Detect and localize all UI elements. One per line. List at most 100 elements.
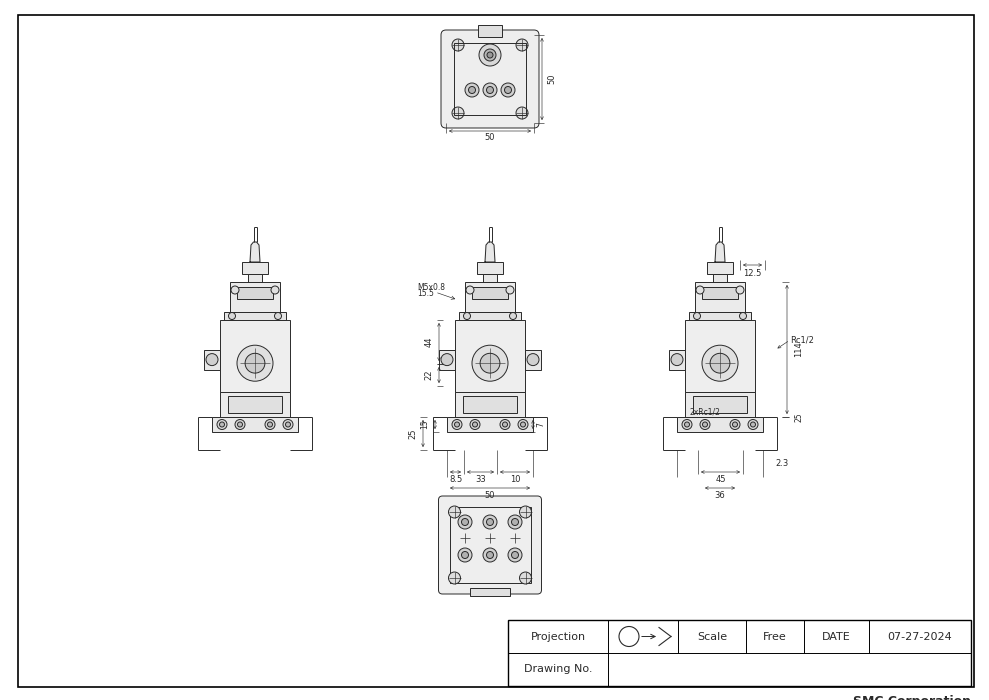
Text: 22: 22 (424, 370, 433, 380)
Polygon shape (715, 242, 725, 262)
Circle shape (283, 419, 293, 430)
Circle shape (519, 572, 531, 584)
Bar (242, 262, 268, 274)
Circle shape (519, 506, 531, 518)
Circle shape (509, 312, 516, 319)
Bar (248, 274, 262, 282)
Bar (508, 620, 971, 686)
Text: 25: 25 (408, 428, 417, 439)
Circle shape (504, 87, 511, 94)
Text: 50: 50 (485, 134, 495, 143)
Bar (228, 396, 282, 413)
Text: 2xRc1/2: 2xRc1/2 (690, 407, 721, 416)
Circle shape (518, 419, 528, 430)
Circle shape (228, 312, 235, 319)
Circle shape (702, 422, 707, 427)
Circle shape (684, 422, 689, 427)
Circle shape (506, 286, 514, 294)
Polygon shape (485, 242, 495, 262)
Bar (702, 287, 738, 299)
Text: 33: 33 (475, 475, 486, 484)
Bar (465, 282, 515, 312)
Text: DATE: DATE (822, 631, 851, 641)
Circle shape (516, 107, 528, 119)
Circle shape (220, 422, 225, 427)
Circle shape (483, 515, 497, 529)
Bar (695, 282, 745, 312)
Bar (447, 417, 533, 432)
Text: M5x0.8: M5x0.8 (417, 283, 445, 291)
Circle shape (710, 354, 730, 373)
Circle shape (237, 422, 242, 427)
Circle shape (237, 345, 273, 382)
Text: 8.5: 8.5 (449, 475, 462, 484)
Circle shape (473, 422, 478, 427)
Circle shape (700, 419, 710, 430)
Circle shape (275, 312, 282, 319)
Circle shape (748, 419, 758, 430)
Text: Free: Free (764, 631, 787, 641)
Bar (669, 349, 685, 370)
Bar (478, 25, 502, 37)
Bar (237, 287, 273, 299)
Circle shape (231, 286, 239, 294)
Circle shape (693, 312, 700, 319)
Circle shape (511, 552, 518, 559)
Text: 12.5: 12.5 (744, 269, 762, 277)
Bar (224, 312, 286, 320)
Circle shape (448, 506, 461, 518)
Circle shape (441, 354, 453, 365)
Bar (455, 392, 525, 417)
Bar (230, 282, 280, 312)
Circle shape (487, 519, 494, 526)
Circle shape (736, 286, 744, 294)
Circle shape (508, 515, 522, 529)
Text: 7: 7 (536, 422, 546, 427)
Circle shape (520, 422, 525, 427)
Text: 25: 25 (794, 412, 803, 422)
Circle shape (487, 552, 494, 559)
Bar (220, 392, 290, 417)
Bar (713, 274, 727, 282)
Text: 36: 36 (715, 491, 725, 500)
Bar (439, 349, 455, 370)
Circle shape (448, 572, 461, 584)
Bar (477, 262, 503, 274)
Circle shape (464, 312, 471, 319)
Circle shape (206, 354, 218, 365)
Circle shape (511, 519, 518, 526)
Circle shape (480, 354, 499, 373)
Circle shape (452, 419, 462, 430)
Bar (525, 349, 541, 370)
Circle shape (469, 87, 476, 94)
Circle shape (483, 548, 497, 562)
Text: Scale: Scale (697, 631, 727, 641)
Text: 45: 45 (715, 475, 726, 484)
Text: Projection: Projection (530, 631, 585, 641)
Text: SMC Corporation: SMC Corporation (853, 694, 971, 700)
Bar (220, 320, 290, 392)
Circle shape (516, 39, 528, 51)
Circle shape (502, 422, 507, 427)
Circle shape (455, 422, 460, 427)
Circle shape (470, 419, 480, 430)
Bar (470, 588, 510, 596)
Circle shape (527, 354, 539, 365)
Bar (472, 287, 508, 299)
Circle shape (671, 354, 683, 365)
Circle shape (458, 548, 472, 562)
Circle shape (466, 286, 474, 294)
Text: Drawing No.: Drawing No. (524, 664, 592, 675)
Circle shape (465, 83, 479, 97)
FancyBboxPatch shape (438, 496, 542, 594)
Text: 10: 10 (509, 475, 520, 484)
Bar (212, 417, 298, 432)
Circle shape (483, 83, 497, 97)
FancyBboxPatch shape (441, 30, 539, 128)
Circle shape (484, 49, 496, 61)
Bar (693, 396, 747, 413)
Bar (689, 312, 751, 320)
Text: 44: 44 (424, 337, 433, 347)
Circle shape (472, 345, 508, 382)
Circle shape (751, 422, 756, 427)
